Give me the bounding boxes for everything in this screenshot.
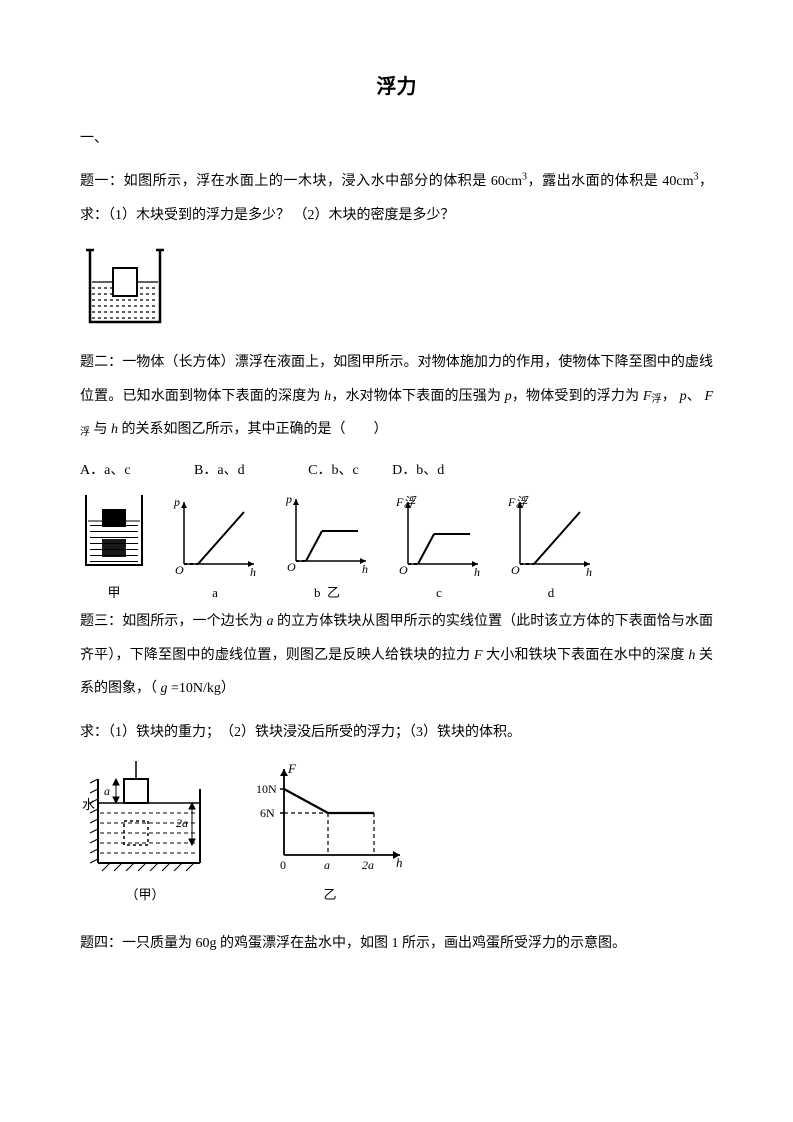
svg-text:a: a [324,858,330,872]
q2-opt-a: A．a、c [80,457,131,485]
svg-text:O: O [287,560,296,574]
q2-Fsub2: 浮 [80,427,90,438]
q2-label-d: d [506,585,596,601]
q2-opt-c: C．b、c [308,457,359,485]
q1-text-b: ，露出水面的体积是 40cm [527,174,693,189]
q3-e: =10N/kg） [171,681,235,696]
svg-text:0: 0 [280,858,286,872]
q3-c: 大小和铁块下表面在水中的深度 [486,648,685,663]
q2-e: 、 [687,389,701,404]
svg-text:F浮: F浮 [507,495,529,509]
question-3: 题三：如图所示，一个边长为 a 的立方体铁块从图甲所示的实线位置（此时该立方体的… [80,605,713,706]
q2-opt-d: D．b、d [392,457,444,485]
q2-label-b: b 乙 [282,582,372,601]
q2-figure-row: 甲 p h O a p [80,491,713,601]
q2-Fsub: 浮 [651,394,661,405]
q2-p1: p [505,389,512,404]
svg-text:水: 水 [82,797,95,812]
svg-text:6N: 6N [260,806,275,820]
q2-f: 与 [94,422,108,437]
q2-g: 的关系如图乙所示，其中正确的是（ ） [122,422,388,437]
q1-text-a: 题一：如图所示，浮在水面上的一木块，浸入水中部分的体积是 60cm [80,174,522,189]
q3-var-h: h [688,648,695,663]
svg-text:F浮: F浮 [395,495,417,509]
q2-fig-c: F浮 h O c [394,494,484,601]
q3-var-a: a [266,614,273,629]
q3-figure-row: a 2a 水 （甲） F h [80,759,713,903]
svg-text:p: p [173,495,180,509]
svg-text:h: h [586,565,592,579]
svg-text:p: p [285,492,292,506]
svg-text:O: O [175,563,184,577]
q2-opt-b: B．a、d [194,457,245,485]
page: 浮力 一、 题一：如图所示，浮在水面上的一木块，浸入水中部分的体积是 60cm3… [0,0,793,1011]
svg-text:O: O [511,563,520,577]
q2-fig-a: p h O a [170,494,260,601]
q3-fig-yi: F h 10N 6N 0 a 2a [250,759,410,903]
q3-var-g: g [161,681,168,696]
q2-p2: p [680,389,687,404]
q2-h2: h [111,422,118,437]
svg-text:h: h [250,565,256,579]
q2-fig-jia: 甲 [80,491,148,601]
q2-fig-b: p h O b 乙 [282,491,372,601]
q2-d: ， [662,389,676,404]
q2-label-c: c [394,585,484,601]
q1-figure-beaker [80,242,170,332]
svg-text:O: O [399,563,408,577]
q2-options: A．a、c B．a、d C．b、c D．b、d [80,457,713,485]
q2-label-a: a [170,585,260,601]
svg-text:h: h [362,562,368,576]
question-2: 题二：一物体（长方体）漂浮在液面上，如图甲所示。对物体施加力的作用，使物体下降至… [80,346,713,447]
q2-c: ，物体受到的浮力为 [512,389,639,404]
svg-text:2a: 2a [176,816,188,830]
q3-var-F: F [474,648,483,663]
svg-text:F: F [287,761,297,776]
svg-text:a: a [104,784,110,798]
q3-ask: 求：（1）铁块的重力； （2）铁块浸没后所受的浮力；（3）铁块的体积。 [80,716,713,750]
q3-fig-jia: a 2a 水 （甲） [80,759,210,903]
q2-label-jia: 甲 [80,582,148,601]
question-4: 题四：一只质量为 60g 的鸡蛋漂浮在盐水中，如图 1 所示，画出鸡蛋所受浮力的… [80,927,713,961]
svg-text:h: h [474,565,480,579]
q3-label-jia: （甲） [80,884,210,903]
page-title: 浮力 [80,70,713,99]
svg-text:2a: 2a [362,858,374,872]
question-1: 题一：如图所示，浮在水面上的一木块，浸入水中部分的体积是 60cm3，露出水面的… [80,165,713,232]
svg-text:10N: 10N [256,782,277,796]
svg-text:h: h [396,855,403,870]
section-heading: 一、 [80,127,713,147]
q3-label-yi: 乙 [250,884,410,903]
q2-fig-d: F浮 h O d [506,494,596,601]
q3-a: 题三：如图所示，一个边长为 [80,614,263,629]
q2-b: ，水对物体下表面的压强为 [331,389,501,404]
q2-F2: F [705,389,714,404]
